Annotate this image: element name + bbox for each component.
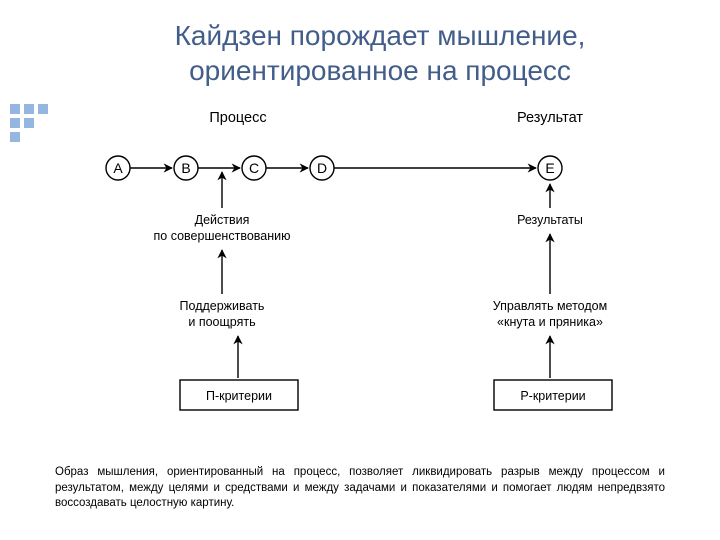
node-b-label: B xyxy=(181,160,190,176)
decor-square xyxy=(10,118,20,128)
node-a-label: A xyxy=(113,160,123,176)
header-result-label: Результат xyxy=(517,110,583,126)
page-title: Кайдзен порождает мышление, ориентирован… xyxy=(70,18,690,88)
node-a: A xyxy=(106,156,130,180)
node-e-label: E xyxy=(545,160,554,176)
decor-square xyxy=(38,104,48,114)
node-c: C xyxy=(242,156,266,180)
decor-square xyxy=(24,118,34,128)
node-e: E xyxy=(538,156,562,180)
node-d-label: D xyxy=(317,160,327,176)
actions-label-2: по совершенствованию xyxy=(154,229,291,243)
caption-text: Образ мышления, ориентированный на проце… xyxy=(55,465,665,512)
results-label: Результаты xyxy=(517,213,583,227)
support-label-2: и поощрять xyxy=(188,315,255,329)
decor-square xyxy=(10,104,20,114)
node-c-label: C xyxy=(249,160,259,176)
node-d: D xyxy=(310,156,334,180)
r-criteria-label: Р-критерии xyxy=(520,389,585,403)
process-diagram: Процесс Результат A B C D E Действия по … xyxy=(70,108,650,428)
decor-square xyxy=(10,132,20,142)
support-label-1: Поддерживать xyxy=(180,299,265,313)
manage-label-2: «кнута и пряника» xyxy=(497,315,603,329)
decor-square xyxy=(24,104,34,114)
node-b: B xyxy=(174,156,198,180)
actions-label-1: Действия xyxy=(195,213,250,227)
header-process-label: Процесс xyxy=(209,110,266,126)
p-criteria-label: П-критерии xyxy=(206,389,272,403)
manage-label-1: Управлять методом xyxy=(493,299,607,313)
